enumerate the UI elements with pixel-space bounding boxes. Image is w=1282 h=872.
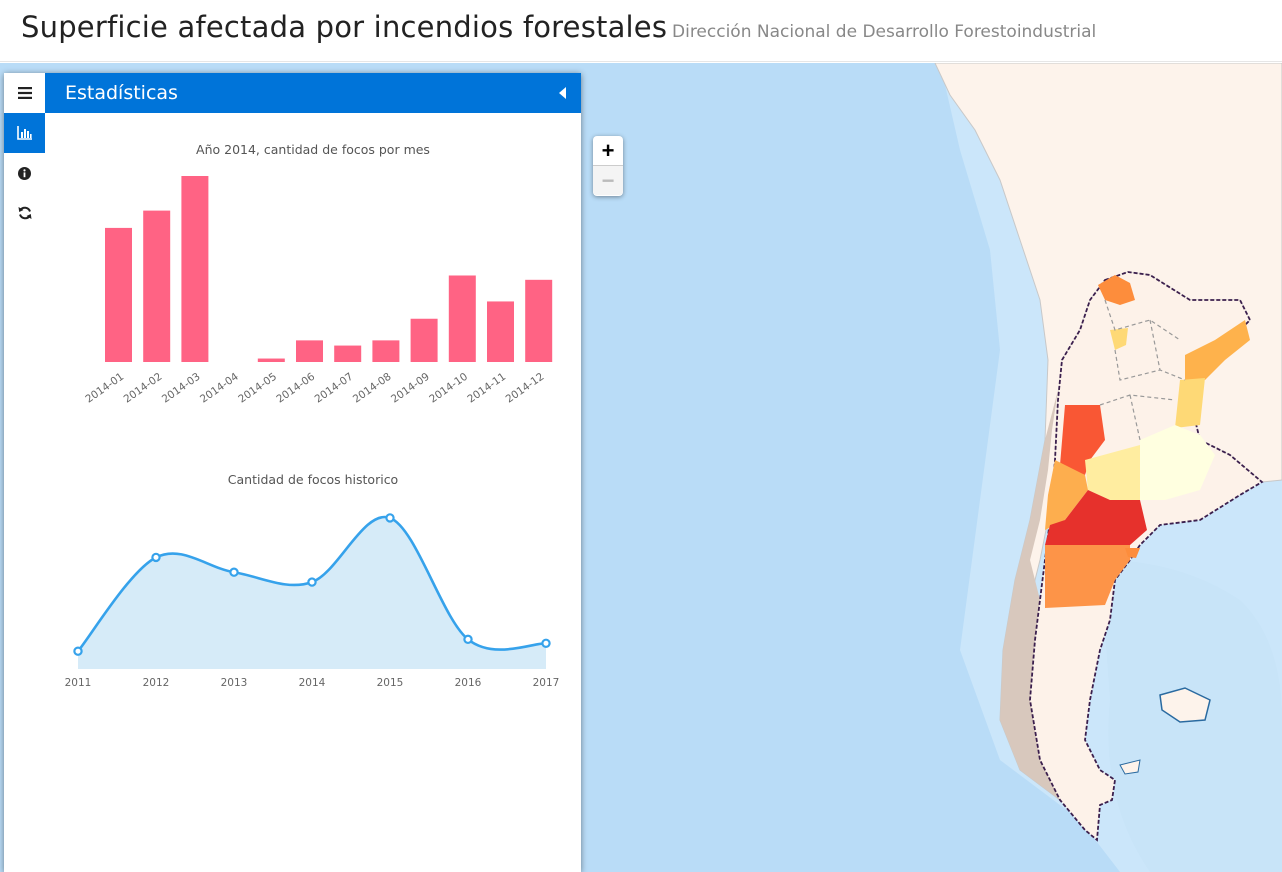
bar [296, 340, 323, 362]
info-icon [18, 166, 31, 180]
zoom-control: + − [593, 136, 623, 196]
bar [448, 275, 476, 362]
data-point [307, 577, 317, 587]
x-tick-label: 2014-09 [389, 371, 432, 406]
pane-title: Estadísticas [65, 82, 178, 104]
x-tick-label: 2014-11 [465, 371, 508, 406]
x-tick-label: 2014-03 [160, 371, 203, 406]
x-tick-label: 2012 [143, 677, 170, 689]
menu-icon [17, 87, 32, 99]
caret-left-icon [558, 87, 566, 99]
x-tick-label: 2014-05 [236, 371, 279, 406]
bar [257, 358, 285, 362]
bar [487, 301, 514, 362]
x-tick-label: 2014-04 [198, 370, 241, 405]
area-fill [78, 516, 546, 669]
x-tick-label: 2011 [65, 677, 92, 689]
x-tick-label: 2014-02 [122, 371, 165, 406]
refresh-icon [18, 206, 31, 220]
x-tick-label: 2014-07 [313, 371, 356, 406]
bar [334, 345, 362, 362]
tab-menu[interactable] [4, 73, 45, 113]
bar-chart-icon [16, 126, 32, 140]
data-point [229, 567, 239, 577]
bar [143, 210, 171, 362]
zoom-in-button[interactable]: + [593, 136, 623, 166]
x-tick-label: 2013 [221, 677, 248, 689]
bar [181, 176, 209, 362]
x-tick-label: 2014-10 [427, 371, 470, 406]
bar-chart-title: Año 2014, cantidad de focos por mes [196, 142, 430, 157]
area-chart-title: Cantidad de focos historico [227, 472, 399, 487]
app-header: Superficie afectada por incendios forest… [0, 0, 1282, 62]
data-point [151, 552, 161, 563]
tab-refresh[interactable] [4, 193, 45, 233]
data-point [541, 638, 551, 648]
bar [410, 318, 438, 362]
x-tick-label: 2014-12 [504, 371, 547, 406]
x-tick-label: 2015 [377, 677, 404, 689]
x-tick-label: 2014 [299, 677, 326, 689]
x-tick-label: 2016 [455, 677, 482, 689]
data-point [385, 513, 395, 523]
data-point [463, 634, 473, 645]
app-title: Superficie afectada por incendios forest… [21, 10, 668, 44]
x-tick-label: 2014-08 [351, 371, 394, 406]
sidebar-tabs [4, 73, 45, 233]
monthly-fires-bar-chart: 2014-012014-022014-032014-042014-052014-… [83, 176, 553, 406]
x-tick-label: 2014-06 [274, 370, 317, 405]
tab-info[interactable] [4, 153, 45, 193]
sidebar: Estadísticas Año 2014, cantidad de focos… [4, 73, 581, 872]
data-point [73, 646, 83, 656]
zoom-out-button[interactable]: − [593, 166, 623, 195]
bar [525, 279, 553, 362]
collapse-pane-button[interactable] [555, 86, 569, 100]
historic-fires-area-chart: 2011 2012 2013 2014 2015 2016 2017 [65, 513, 560, 689]
x-tick-label: 2017 [533, 677, 560, 689]
tab-statistics[interactable] [4, 113, 45, 153]
app-subtitle: Dirección Nacional de Desarrollo Foresto… [672, 22, 1097, 42]
bar [372, 340, 400, 362]
pane-header: Estadísticas [45, 73, 581, 113]
bar [105, 227, 132, 362]
x-tick-label: 2014-01 [83, 371, 126, 406]
